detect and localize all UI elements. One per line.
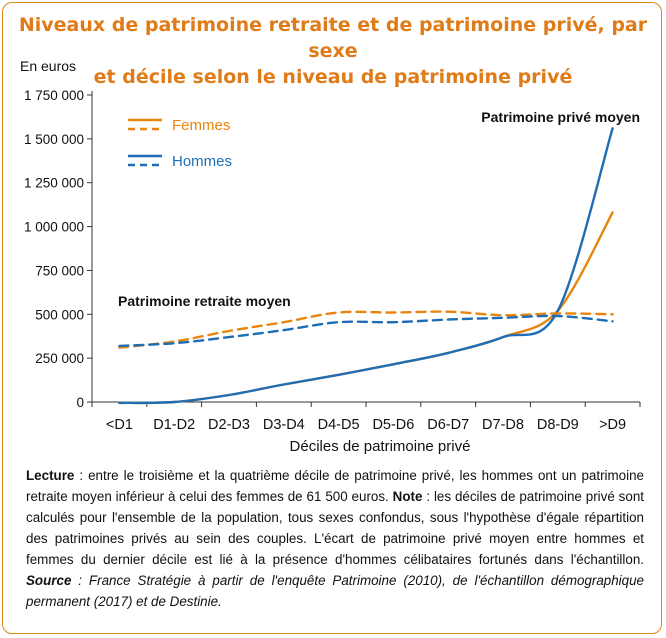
chart-title: Niveaux de patrimoine retraite et de pat…: [10, 12, 656, 90]
series-line-hommes-retraite: [118, 314, 614, 348]
title-line-1: Niveaux de patrimoine retraite et de pat…: [18, 14, 648, 62]
x-tick-label: D4-D5: [318, 417, 360, 433]
y-tick-label: 1 250 000: [24, 176, 84, 191]
x-tick-label: <D1: [106, 417, 133, 433]
series-line-femmes-retraite: [118, 310, 614, 349]
x-tick-label: D1-D2: [153, 417, 195, 433]
y-axis-label: En euros: [20, 58, 76, 74]
y-tick-label: 1 750 000: [24, 88, 84, 103]
legend-label: Hommes: [172, 153, 232, 170]
annotation-patrimoine-retraite: Patrimoine retraite moyen: [118, 293, 291, 309]
annotation-patrimoine-prive: Patrimoine privé moyen: [481, 109, 640, 125]
x-tick-label: D5-D6: [372, 417, 414, 433]
y-tick-label: 1 500 000: [24, 132, 84, 147]
x-tick-label: >D9: [599, 417, 626, 433]
x-tick-label: D8-D9: [537, 417, 579, 433]
y-tick-label: 500 000: [35, 307, 84, 322]
lecture-label: Lecture: [26, 468, 75, 483]
axes: 0 250 000 500 000 750 000 1 000 000 1 250 000…: [24, 88, 641, 433]
y-tick-label: 750 000: [35, 263, 84, 278]
x-tick-label: D2-D3: [208, 417, 250, 433]
series-group: [118, 127, 614, 405]
series-line-hommes-prive: [118, 127, 614, 405]
y-tick-label: 1 000 000: [24, 220, 84, 235]
legend-label: Femmes: [172, 117, 230, 134]
y-tick-label: 0: [76, 395, 84, 410]
source-label: Source: [26, 573, 72, 588]
x-tick-label: D6-D7: [427, 417, 469, 433]
note-label: Note: [392, 489, 423, 504]
lecture-text: : entre le troisième et la quatrième déc…: [26, 468, 644, 504]
y-tick-label: 250 000: [35, 351, 84, 366]
x-tick-label: D3-D4: [263, 417, 305, 433]
source-text: : France Stratégie à partir de l'enquête…: [26, 573, 644, 609]
title-line-2: et décile selon le niveau de patrimoine …: [93, 66, 573, 88]
legend: Femmes Hommes: [128, 117, 232, 170]
note-text: : les déciles de patrimoine privé sont c…: [26, 489, 644, 567]
chart-note: Lecture : entre le troisième et la quatr…: [26, 465, 644, 612]
x-tick-label: D7-D8: [482, 417, 524, 433]
x-axis-label: Déciles de patrimoine privé: [290, 438, 471, 455]
